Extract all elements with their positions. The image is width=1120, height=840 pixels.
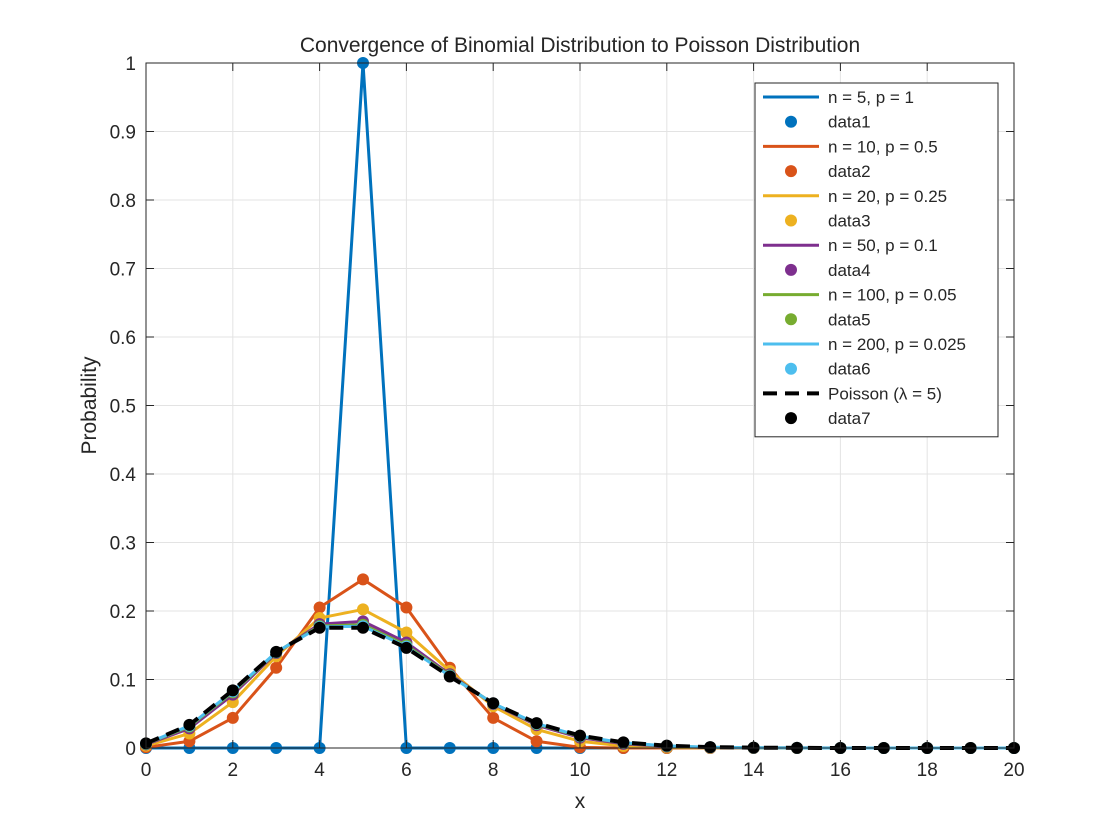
y-tick-label: 0.3 (110, 534, 136, 555)
y-axis-title: Probability (78, 356, 101, 455)
axis-ticks: 0 2 4 6 8 10 12 14 16 18 20 0 0.1 0.2 0.3 0.4 0.5 0.6 0.7 0… (110, 54, 1025, 781)
x-tick-label: 20 (1003, 760, 1024, 781)
legend-label: data2 (828, 162, 871, 181)
legend-label: n = 10, p = 0.5 (828, 137, 938, 156)
y-tick-label: 1 (125, 54, 136, 75)
legend-entry: data7 (785, 409, 871, 428)
legend-entry: n = 20, p = 0.25 (763, 187, 947, 206)
legend-marker-swatch (785, 165, 797, 178)
legend-entry: data5 (785, 310, 871, 329)
legend-marker-swatch (785, 115, 797, 128)
data-point (400, 601, 413, 614)
x-tick-label: 2 (228, 760, 239, 781)
legend-label: data6 (828, 360, 871, 379)
data-point (400, 641, 413, 654)
data-point (530, 735, 543, 748)
data-point (313, 601, 326, 614)
y-tick-label: 0.6 (110, 328, 136, 349)
x-tick-label: 6 (401, 760, 412, 781)
legend-label: n = 100, p = 0.05 (828, 286, 957, 305)
legend-label: n = 200, p = 0.025 (828, 335, 966, 354)
y-tick-label: 0.9 (110, 123, 136, 144)
legend-entry: n = 100, p = 0.05 (763, 286, 957, 305)
y-tick-label: 0.5 (110, 397, 136, 418)
legend-box (754, 82, 999, 438)
legend-label: data4 (828, 261, 871, 280)
data-point (357, 603, 369, 616)
data-point (357, 621, 369, 634)
legend-label: Poisson (λ = 5) (828, 384, 942, 403)
data-point (400, 626, 413, 639)
data-point (270, 645, 283, 658)
legend-entry: n = 5, p = 1 (763, 88, 914, 107)
data-point (487, 697, 500, 710)
legend: n = 5, p = 1 data1 n = 10, p = 0.5 data2 n =… (754, 82, 999, 438)
data-point (313, 621, 326, 634)
data-point (226, 711, 239, 724)
legend-entry: data2 (785, 162, 871, 181)
legend-label: n = 5, p = 1 (828, 88, 914, 107)
x-tick-label: 10 (569, 760, 590, 781)
y-tick-label: 0.7 (110, 260, 136, 281)
y-tick-label: 0.2 (110, 602, 136, 623)
legend-marker-swatch (785, 412, 797, 425)
legend-label: n = 50, p = 0.1 (828, 236, 938, 255)
data-point (530, 717, 543, 730)
data-point (443, 670, 456, 683)
legend-entry: n = 50, p = 0.1 (763, 236, 938, 255)
legend-label: data1 (828, 113, 871, 132)
legend-label: n = 20, p = 0.25 (828, 187, 947, 206)
legend-entry: data3 (785, 212, 871, 231)
data-point (226, 684, 239, 697)
legend-label: data3 (828, 212, 871, 231)
legend-marker-swatch (785, 214, 797, 227)
legend-entry: data6 (785, 360, 871, 379)
x-tick-label: 16 (830, 760, 851, 781)
y-tick-label: 0.8 (110, 191, 136, 212)
y-tick-label: 0.1 (110, 671, 136, 692)
x-tick-label: 18 (917, 760, 938, 781)
legend-entry: n = 200, p = 0.025 (763, 335, 966, 354)
data-point (270, 661, 283, 674)
data-point (183, 718, 196, 731)
data-point (617, 736, 630, 749)
legend-label: data7 (828, 409, 871, 428)
legend-label: data5 (828, 310, 871, 329)
data-point (704, 741, 717, 754)
legend-marker-swatch (785, 263, 797, 276)
legend-marker-swatch (785, 362, 797, 375)
legend-marker-swatch (785, 313, 797, 326)
data-point (574, 729, 586, 742)
legend-entry: n = 10, p = 0.5 (763, 137, 938, 156)
series-7 (140, 621, 1020, 754)
legend-entry: Poisson (λ = 5) (763, 384, 942, 403)
x-tick-label: 8 (488, 760, 499, 781)
chart-title: Convergence of Binomial Distribution to … (300, 34, 860, 57)
legend-entry: data4 (785, 261, 871, 280)
data-point (357, 573, 369, 586)
x-tick-label: 12 (656, 760, 677, 781)
x-axis-title: x (575, 790, 586, 813)
y-tick-label: 0 (125, 739, 136, 760)
y-tick-label: 0.4 (110, 465, 137, 486)
x-tick-label: 14 (743, 760, 765, 781)
x-tick-label: 0 (141, 760, 152, 781)
x-tick-label: 4 (314, 760, 325, 781)
legend-entry: data1 (785, 113, 871, 132)
data-point (487, 711, 500, 724)
